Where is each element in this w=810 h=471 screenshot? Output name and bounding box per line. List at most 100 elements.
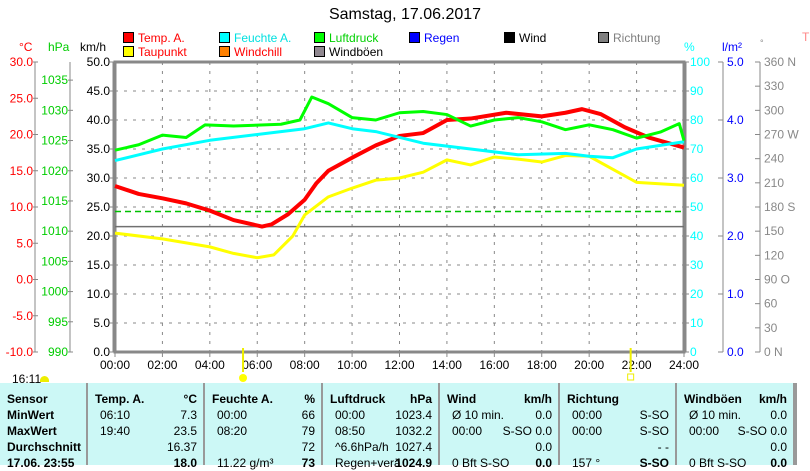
- axis-tick-label: 100: [690, 55, 710, 69]
- cell-value: 73: [301, 456, 315, 470]
- axis-tick-label: 1030: [41, 103, 68, 117]
- axis-tick-label: 50: [690, 200, 704, 214]
- deg-unit: °: [760, 38, 764, 48]
- cell-value: 18.0: [173, 456, 197, 470]
- axis-tick-label: 300: [764, 103, 784, 117]
- axis-tick-label: 70: [690, 142, 704, 156]
- column-header: Luftdruck: [330, 392, 386, 406]
- cell-label: Durchschnitt: [7, 440, 82, 454]
- column-header: Windböen: [684, 392, 742, 406]
- axis-tick-label: 15.0: [10, 164, 34, 178]
- cell-value: 7.3: [180, 408, 197, 422]
- legend-label: Richtung: [613, 31, 661, 45]
- axis-tick-label: 210: [764, 176, 784, 190]
- axis-tick-label: 30: [690, 258, 704, 272]
- x-tick-label: 04:00: [195, 358, 225, 372]
- legend-label: Wind: [519, 31, 547, 45]
- cell-label: 00:00: [572, 408, 603, 422]
- series-line-feuchte-a-: [114, 121, 685, 163]
- cell-label: 00:00: [452, 424, 483, 438]
- cell-value: 1024.9: [395, 456, 432, 470]
- column-unit: hPa: [409, 392, 432, 406]
- axis-tick-label: -5.0: [12, 309, 33, 323]
- cell-value: 72: [301, 440, 315, 454]
- axis-tick-label: 35.0: [87, 142, 111, 156]
- kmh-unit: km/h: [80, 40, 107, 54]
- x-tick-label: 24:00: [669, 358, 699, 372]
- cell-value: S-SO 0.0: [502, 424, 552, 438]
- axis-tick-label: 240: [764, 152, 784, 166]
- axis-tick-label: 150: [764, 224, 784, 238]
- cell-label: MinWert: [7, 408, 55, 422]
- cell-label: ^6.6hPa/h: [335, 440, 389, 454]
- axis-tick-label: 1.0: [727, 287, 744, 301]
- cell-value: S-SO: [639, 424, 669, 438]
- legend-label: Windböen: [329, 45, 384, 59]
- x-tick-label: 20:00: [574, 358, 604, 372]
- axis-tick-label: 1025: [41, 134, 68, 148]
- x-tick-label: 06:00: [242, 358, 272, 372]
- x-tick-label: 18:00: [527, 358, 557, 372]
- cell-label: Ø 10 min.: [452, 408, 505, 422]
- column-unit: °C: [183, 392, 197, 406]
- axis-tick-label: -10.0: [6, 345, 34, 359]
- axis-tick-label: 90 O: [764, 273, 790, 287]
- axis-tick-label: 40: [690, 229, 704, 243]
- axis-tick-label: 15.0: [87, 258, 111, 272]
- column-header: Wind: [447, 392, 477, 406]
- legend-item: Windchill: [219, 45, 282, 59]
- legend-item: Regen: [409, 31, 459, 45]
- cell-value: 0.0: [770, 456, 787, 470]
- legend-item: Wind: [504, 31, 546, 45]
- axis-tick-label: 60: [690, 171, 704, 185]
- axis-tick-label: 10.0: [87, 287, 111, 301]
- sunrise-icon: [239, 374, 248, 382]
- axis-tick-label: 10.0: [10, 200, 34, 214]
- cell-label: 08:50: [335, 424, 366, 438]
- x-tick-label: 16:00: [479, 358, 509, 372]
- column-header: Sensor: [7, 392, 48, 406]
- cell-label: MaxWert: [7, 424, 57, 438]
- legend-swatch: [219, 46, 230, 57]
- cell-value: - -: [657, 440, 669, 454]
- axis-tick-label: 10: [690, 316, 704, 330]
- legend-item: Richtung: [598, 31, 660, 45]
- table-column: Sensor MinWert MaxWert Durchschnitt 17.06. 2…: [0, 383, 88, 470]
- table-scrollbar[interactable]: [795, 383, 810, 465]
- legend-swatch: [314, 46, 325, 57]
- cell-value: [0, 455, 80, 471]
- axis-tick-label: 20.0: [10, 128, 34, 142]
- legend-label: Taupunkt: [138, 45, 187, 59]
- column-unit: %: [304, 392, 315, 406]
- axis-tick-label: 270 W: [764, 128, 799, 142]
- cell-value: 0.0: [535, 440, 552, 454]
- legend-swatch: [504, 32, 515, 43]
- cell-label: 00:00: [572, 424, 603, 438]
- axis-tick-label: 4.0: [727, 113, 744, 127]
- cell-value: 0.0: [770, 440, 787, 454]
- column-unit: km/h: [523, 392, 552, 406]
- column-header: Feuchte A.: [212, 392, 273, 406]
- table-column: Wind km/h Ø 10 min. 0.0 00:00 S-SO 0.0 0.0 0 Bf…: [440, 383, 560, 470]
- axis-tick-label: 1035: [41, 73, 68, 87]
- table-column: Richtung 00:00 S-SO 00:00 S-SO - -157 ° S-SO: [560, 383, 677, 470]
- axis-tick-label: 3.0: [727, 171, 744, 185]
- x-tick-label: 12:00: [384, 358, 414, 372]
- cell-value: 1027.4: [395, 440, 432, 454]
- legend-swatch: [123, 46, 134, 57]
- table-column: Feuchte A.% 00:00 66 08:20 79 72 11.22 g/m³ 73: [205, 383, 323, 470]
- axis-tick-label: 30: [764, 321, 778, 335]
- axis-tick-label: 1010: [41, 224, 68, 238]
- axis-tick-label: 30.0: [87, 171, 111, 185]
- cell-value: 1032.2: [395, 424, 432, 438]
- cell-value: S-SO: [639, 408, 669, 422]
- axis-tick-label: 20.0: [87, 229, 111, 243]
- axis-tick-label: 0 N: [764, 345, 783, 359]
- axis-tick-label: 2.0: [727, 229, 744, 243]
- column-unit: km/h: [758, 392, 787, 406]
- axis-tick-label: 0.0: [93, 345, 110, 359]
- axis-tick-label: 120: [764, 248, 784, 262]
- column-unit: [560, 391, 669, 407]
- axis-tick-label: 0.0: [16, 273, 33, 287]
- cell-label: 19:40: [100, 424, 131, 438]
